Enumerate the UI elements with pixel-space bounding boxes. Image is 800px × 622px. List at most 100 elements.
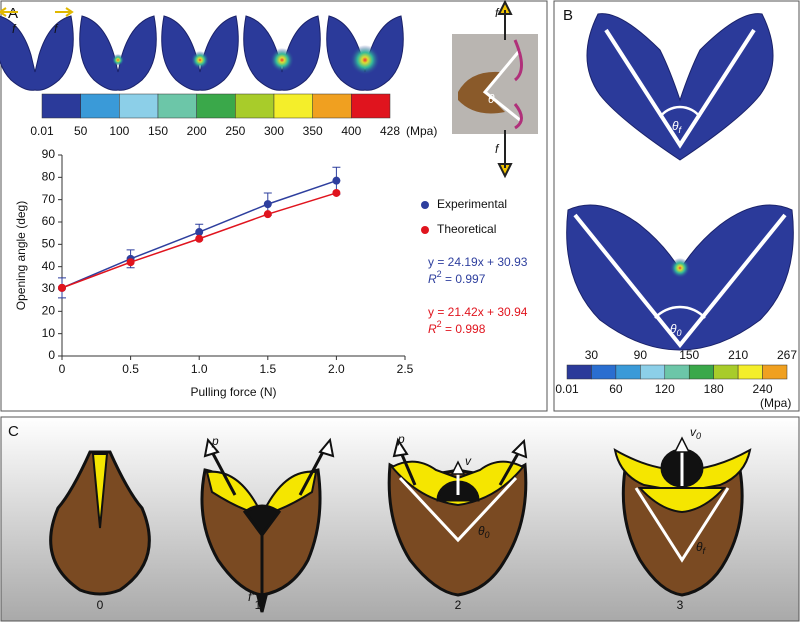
y-axis-title: Opening angle (deg): [14, 201, 28, 310]
y-tick-label: 70: [42, 192, 56, 206]
x-tick-label: 0.5: [122, 362, 139, 376]
colorbar-segment: [119, 93, 159, 119]
colorbar-segment: [273, 93, 313, 119]
colorbar-segment: [41, 93, 81, 119]
x-tick-label: 2.5: [397, 362, 414, 376]
colorbar-segment: [664, 364, 690, 380]
point: [195, 234, 204, 243]
legend-marker: [421, 226, 429, 234]
angle-label: θ0: [670, 322, 682, 338]
stress-spot: [270, 48, 294, 72]
colorbar-label: 250: [225, 124, 245, 138]
angle-label: θf: [672, 119, 683, 135]
colorbar-label: 267: [777, 348, 797, 362]
point: [263, 200, 272, 209]
force-arrows: [497, 0, 513, 179]
seed-photo: [458, 71, 505, 114]
stage-label: 1: [255, 598, 262, 612]
colorbar-label: 240: [753, 382, 773, 396]
label: θ0: [478, 524, 490, 540]
panel-label: B: [563, 7, 573, 24]
symbol: θ: [672, 119, 679, 133]
colorbar-unit: (Mpa): [760, 396, 791, 410]
colorbar-segment: [351, 93, 391, 119]
colorbar-label: 0.01: [30, 124, 54, 138]
colorbar-segment: [80, 93, 120, 119]
y-tick-label: 50: [42, 237, 56, 251]
label: p: [211, 434, 219, 448]
angle-label: θ: [488, 92, 495, 106]
colorbar-label: 120: [655, 382, 675, 396]
point: [332, 188, 341, 197]
superscript: 2: [437, 269, 442, 279]
colorbar-segment: [235, 93, 275, 119]
colorbar-segment: [196, 93, 236, 119]
colorbar-label: 60: [609, 382, 623, 396]
colorbar-label: 350: [303, 124, 323, 138]
stage-1: [200, 437, 335, 613]
y-tick-label: 0: [48, 348, 55, 362]
colorbar-label: 0.01: [555, 382, 579, 396]
stage-label: 0: [97, 598, 104, 612]
colorbar-segment: [640, 364, 666, 380]
colorbar-unit: (Mpa): [406, 124, 437, 138]
colorbar-label: 180: [704, 382, 724, 396]
point: [58, 283, 66, 292]
label: p: [397, 432, 405, 446]
force-label: f: [495, 6, 500, 20]
x-tick-label: 1.5: [259, 362, 276, 376]
colorbar-label: 150: [148, 124, 168, 138]
angle-arc: [654, 305, 706, 319]
colorbar-label: 400: [341, 124, 361, 138]
subscript: f: [703, 546, 707, 556]
symbol: R: [428, 322, 437, 336]
stress-spot: [350, 45, 380, 75]
stage-label: 3: [677, 598, 684, 612]
panel-label: C: [8, 423, 19, 440]
colorbar-segment: [762, 364, 788, 380]
x-tick-label: 1.0: [191, 362, 208, 376]
symbol: θ: [670, 322, 677, 336]
x-tick-label: 0: [59, 362, 66, 376]
colorbar-label: 100: [109, 124, 129, 138]
subscript: 0: [485, 530, 490, 540]
y-tick-label: 10: [42, 326, 56, 340]
y-tick-label: 90: [42, 147, 56, 161]
colorbar-segment: [713, 364, 739, 380]
symbol: R: [428, 272, 437, 286]
y-tick-label: 80: [42, 170, 56, 184]
subscript: f: [679, 125, 683, 135]
superscript: 2: [437, 319, 442, 329]
legend-label: Experimental: [437, 197, 507, 211]
y-tick-label: 40: [42, 259, 56, 273]
model: [0, 15, 74, 91]
point: [126, 258, 135, 267]
r-squared: R2 = 0.998: [428, 319, 486, 336]
stress-spot: [191, 51, 209, 69]
colorbar-segment: [566, 364, 592, 380]
colorbar-label: 30: [585, 348, 599, 362]
y-tick-label: 30: [42, 281, 56, 295]
x-axis-title: Pulling force (N): [190, 385, 276, 399]
colorbar-segment: [737, 364, 763, 380]
y-tick-label: 20: [42, 304, 56, 318]
force-label: f': [248, 590, 254, 604]
point: [332, 176, 341, 185]
text: = 0.997: [442, 272, 486, 286]
angle-lines: [573, 213, 787, 349]
colorbar-label: 210: [728, 348, 748, 362]
r-squared: R2 = 0.997: [428, 269, 486, 286]
model: [79, 15, 157, 91]
x-tick-label: 2.0: [328, 362, 345, 376]
subscript: 0: [677, 328, 682, 338]
colorbar-label: 90: [634, 348, 648, 362]
wire: [513, 39, 523, 130]
force-label: f: [495, 142, 500, 156]
colorbar-segment: [688, 364, 714, 380]
stage-3: [613, 436, 752, 597]
colorbar-segment: [312, 93, 352, 119]
colorbar-segment: [615, 364, 641, 380]
angle-arc: [659, 105, 701, 118]
colorbar-label: 428: [380, 124, 400, 138]
label: θf: [696, 540, 707, 556]
